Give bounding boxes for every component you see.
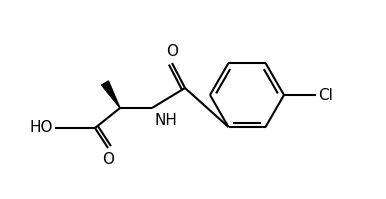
Text: HO: HO [29,121,53,136]
Text: O: O [166,44,178,59]
Polygon shape [102,81,120,108]
Text: NH: NH [154,113,177,128]
Text: O: O [102,152,114,167]
Text: Cl: Cl [318,88,333,102]
